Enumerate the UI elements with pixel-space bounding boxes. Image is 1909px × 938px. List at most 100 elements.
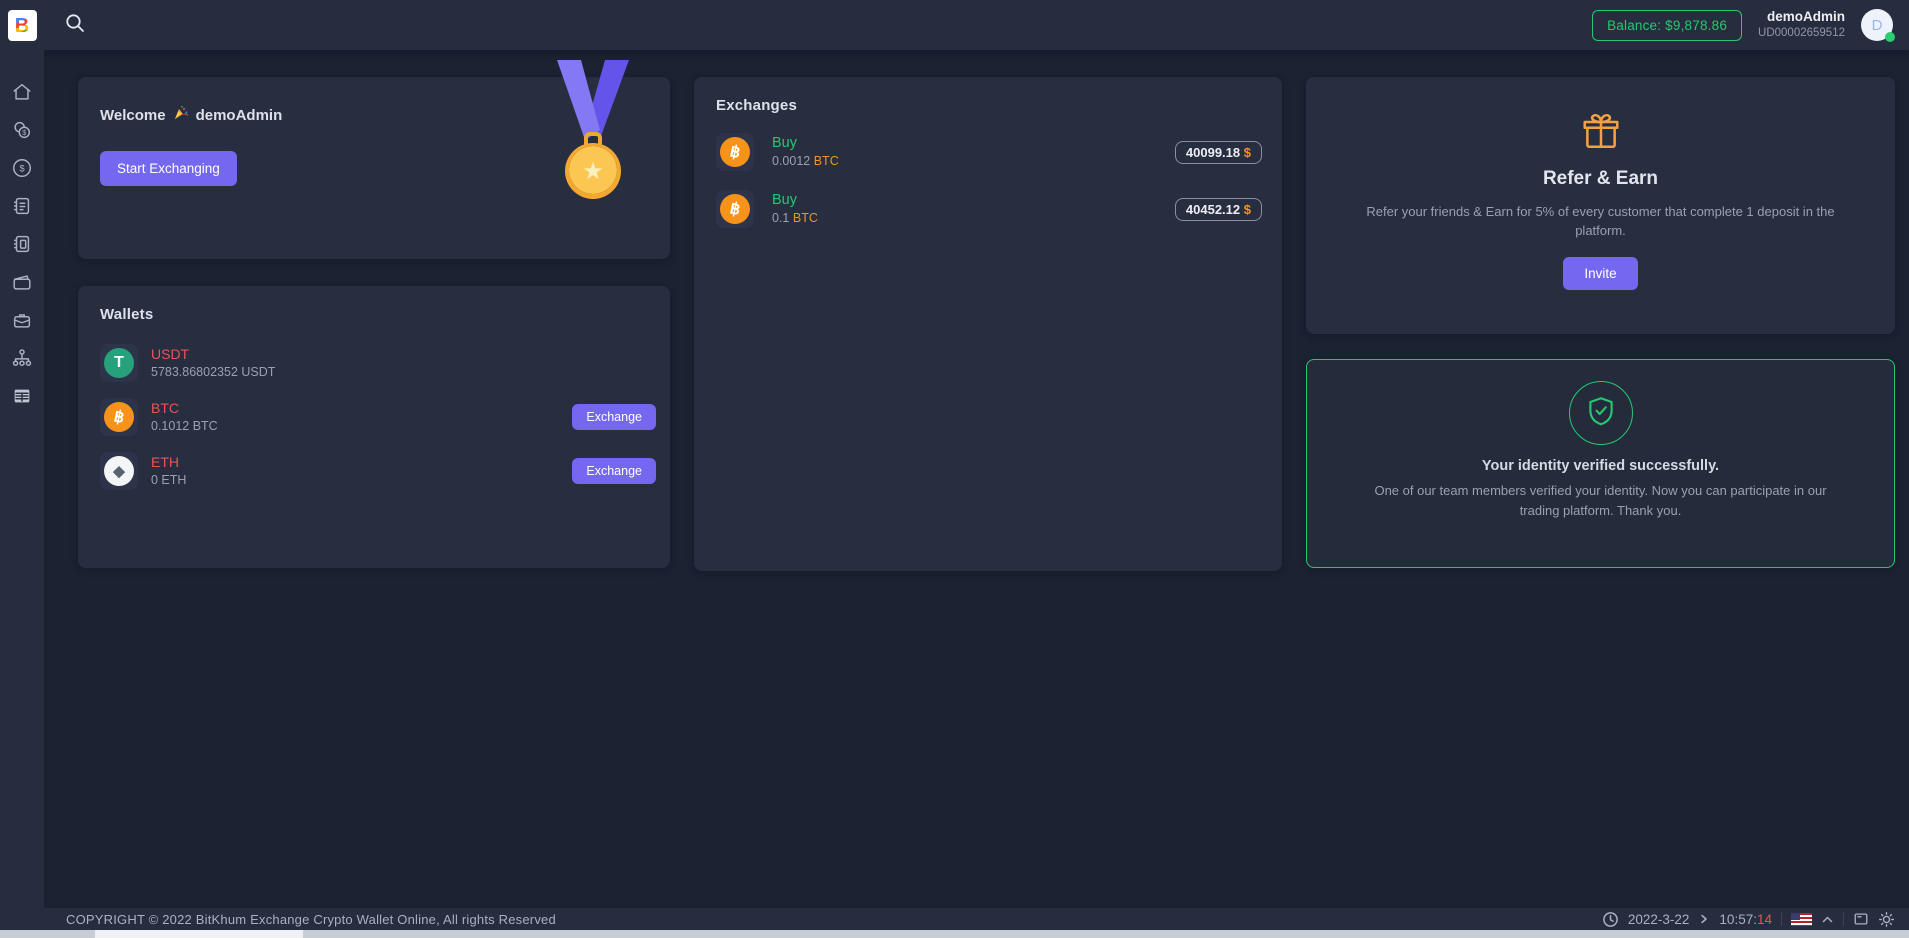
sidebar-item-portfolio[interactable]	[0, 303, 44, 341]
column-middle: Exchanges ฿ Buy 0.0012 BTC	[694, 77, 1282, 571]
exchange-btc-button[interactable]: Exchange	[572, 404, 656, 430]
exchanges-title: Exchanges	[716, 97, 798, 114]
refer-description: Refer your friends & Earn for 5% of ever…	[1366, 204, 1835, 238]
svg-text:★: ★	[582, 158, 604, 185]
sidebar-nav: $ $	[0, 75, 44, 417]
refer-title: Refer & Earn	[1542, 168, 1659, 189]
exchanges-card: Exchanges ฿ Buy 0.0012 BTC	[694, 77, 1282, 571]
sidebar-item-referrals[interactable]	[0, 341, 44, 379]
us-flag-icon[interactable]	[1791, 912, 1812, 926]
chevron-up-icon[interactable]	[1821, 913, 1834, 926]
start-exchanging-button[interactable]: Start Exchanging	[100, 151, 237, 186]
exchange-row: ฿ Buy 0.0012 BTC 40099.18 $	[716, 131, 1262, 173]
scrollbar-thumb[interactable]	[95, 930, 303, 938]
wallet-amount: 0.1012 BTC	[151, 419, 218, 433]
refer-earn-card: Refer & Earn Refer your friends & Earn f…	[1306, 77, 1895, 334]
sidebar-item-orders[interactable]	[0, 189, 44, 227]
copyright-text: COPYRIGHT © 2022 BitKhum Exchange Crypto…	[66, 911, 556, 927]
sidebar-item-home[interactable]	[0, 75, 44, 113]
wallet-row-usdt: T USDT 5783.86802352 USDT	[100, 343, 656, 383]
footer-date: 2022-3-22	[1627, 911, 1690, 927]
sidebar-item-currency[interactable]: $	[0, 151, 44, 189]
user-meta: demoAdmin UD00002659512	[1758, 9, 1845, 40]
avatar-letter: D	[1861, 9, 1893, 41]
welcome-card: Welcome demoAdmin Start Exchanging	[78, 60, 670, 259]
exchange-info: Buy 0.0012 BTC	[772, 133, 839, 171]
btc-icon: ฿	[716, 190, 754, 228]
eth-icon: ◆	[100, 452, 138, 490]
btc-icon: ฿	[100, 398, 138, 436]
column-left: Welcome demoAdmin Start Exchanging	[78, 60, 670, 568]
exchange-row: ฿ Buy 0.1 BTC 40452.12 $	[716, 188, 1262, 230]
wallet-row-eth: ◆ ETH 0 ETH Exchange	[100, 451, 656, 491]
gold-medal-graphic: ★	[555, 60, 631, 202]
welcome-prefix: Welcome	[100, 106, 166, 124]
verified-title: Your identity verified successfully.	[1481, 458, 1720, 474]
clock-icon	[1602, 911, 1619, 928]
network-icon	[11, 347, 33, 374]
fullscreen-icon[interactable]	[1853, 911, 1869, 927]
column-right: Refer & Earn Refer your friends & Earn f…	[1306, 77, 1895, 568]
wallet-symbol: BTC	[151, 400, 179, 417]
brand-logo-letter: B	[14, 14, 30, 37]
invite-button[interactable]: Invite	[1563, 256, 1638, 290]
price-badge: 40099.18 $	[1174, 140, 1262, 164]
horizontal-scrollbar[interactable]	[0, 930, 1909, 938]
svg-text:$: $	[22, 127, 26, 136]
exchange-list: ฿ Buy 0.0012 BTC 40099.18 $	[716, 131, 1262, 230]
wallets-title: Wallets	[100, 306, 154, 323]
buy-label: Buy	[772, 192, 797, 209]
sidebar-item-exchange[interactable]: $	[0, 113, 44, 151]
wallet-info: USDT 5783.86802352 USDT	[151, 345, 275, 381]
sidebar-item-ledger[interactable]	[0, 227, 44, 265]
wallet-symbol: USDT	[151, 346, 190, 363]
exchange-info: Buy 0.1 BTC	[772, 190, 818, 228]
ledger-book-icon	[11, 233, 33, 260]
usdt-icon: T	[100, 344, 138, 382]
footer-time: 10:57:14	[1719, 911, 1772, 927]
sidebar-item-wallet[interactable]	[0, 265, 44, 303]
wallet-info: ETH 0 ETH	[151, 453, 186, 489]
wallet-list: T USDT 5783.86802352 USDT ฿	[100, 343, 656, 491]
wallet-row-btc: ฿ BTC 0.1012 BTC Exchange	[100, 397, 656, 437]
wallet-amount: 0 ETH	[151, 473, 187, 487]
search-icon	[63, 11, 87, 40]
exchange-amount: 0.0012 BTC	[772, 154, 839, 169]
briefcase-icon	[11, 309, 33, 336]
exchange-eth-button[interactable]: Exchange	[572, 458, 656, 484]
price-badge: 40452.12 $	[1174, 197, 1262, 221]
wallets-card: Wallets T USDT 5783.86802352 USDT	[78, 286, 670, 568]
user-id: UD00002659512	[1758, 27, 1845, 40]
btc-icon: ฿	[716, 133, 754, 171]
reports-icon	[11, 385, 33, 412]
sidebar-item-reports[interactable]	[0, 379, 44, 417]
topbar: Balance: $9,878.86 demoAdmin UD000026595…	[44, 0, 1909, 50]
footer: COPYRIGHT © 2022 BitKhum Exchange Crypto…	[44, 908, 1909, 930]
order-book-icon	[11, 195, 33, 222]
wallet-info: BTC 0.1012 BTC	[151, 399, 218, 435]
wallet-icon	[11, 271, 33, 298]
brand-logo[interactable]: B	[7, 10, 37, 41]
divider	[1843, 912, 1844, 926]
main-content: Welcome demoAdmin Start Exchanging	[44, 50, 1909, 908]
divider	[1781, 912, 1782, 926]
verified-description: One of our team members verified your id…	[1374, 483, 1827, 518]
svg-text:$: $	[19, 163, 24, 173]
party-popper-icon	[173, 105, 189, 125]
chevron-right-icon	[1698, 913, 1710, 925]
user-avatar[interactable]: D	[1861, 9, 1895, 42]
online-status-dot	[1885, 32, 1895, 42]
sidebar: B $ $	[0, 0, 44, 938]
footer-right: 2022-3-22 10:57:14	[1602, 911, 1895, 928]
username: demoAdmin	[1766, 9, 1845, 25]
exchange-amount: 0.1 BTC	[772, 211, 818, 226]
wallet-amount: 5783.86802352 USDT	[151, 365, 276, 379]
welcome-username: demoAdmin	[195, 106, 283, 124]
gift-icon	[1580, 111, 1622, 158]
wallet-symbol: ETH	[151, 454, 179, 471]
search-button[interactable]	[62, 12, 88, 38]
shield-ring	[1568, 381, 1633, 445]
brightness-icon[interactable]	[1878, 911, 1895, 928]
balance-badge[interactable]: Balance: $9,878.86	[1592, 9, 1743, 41]
home-icon	[11, 81, 33, 108]
